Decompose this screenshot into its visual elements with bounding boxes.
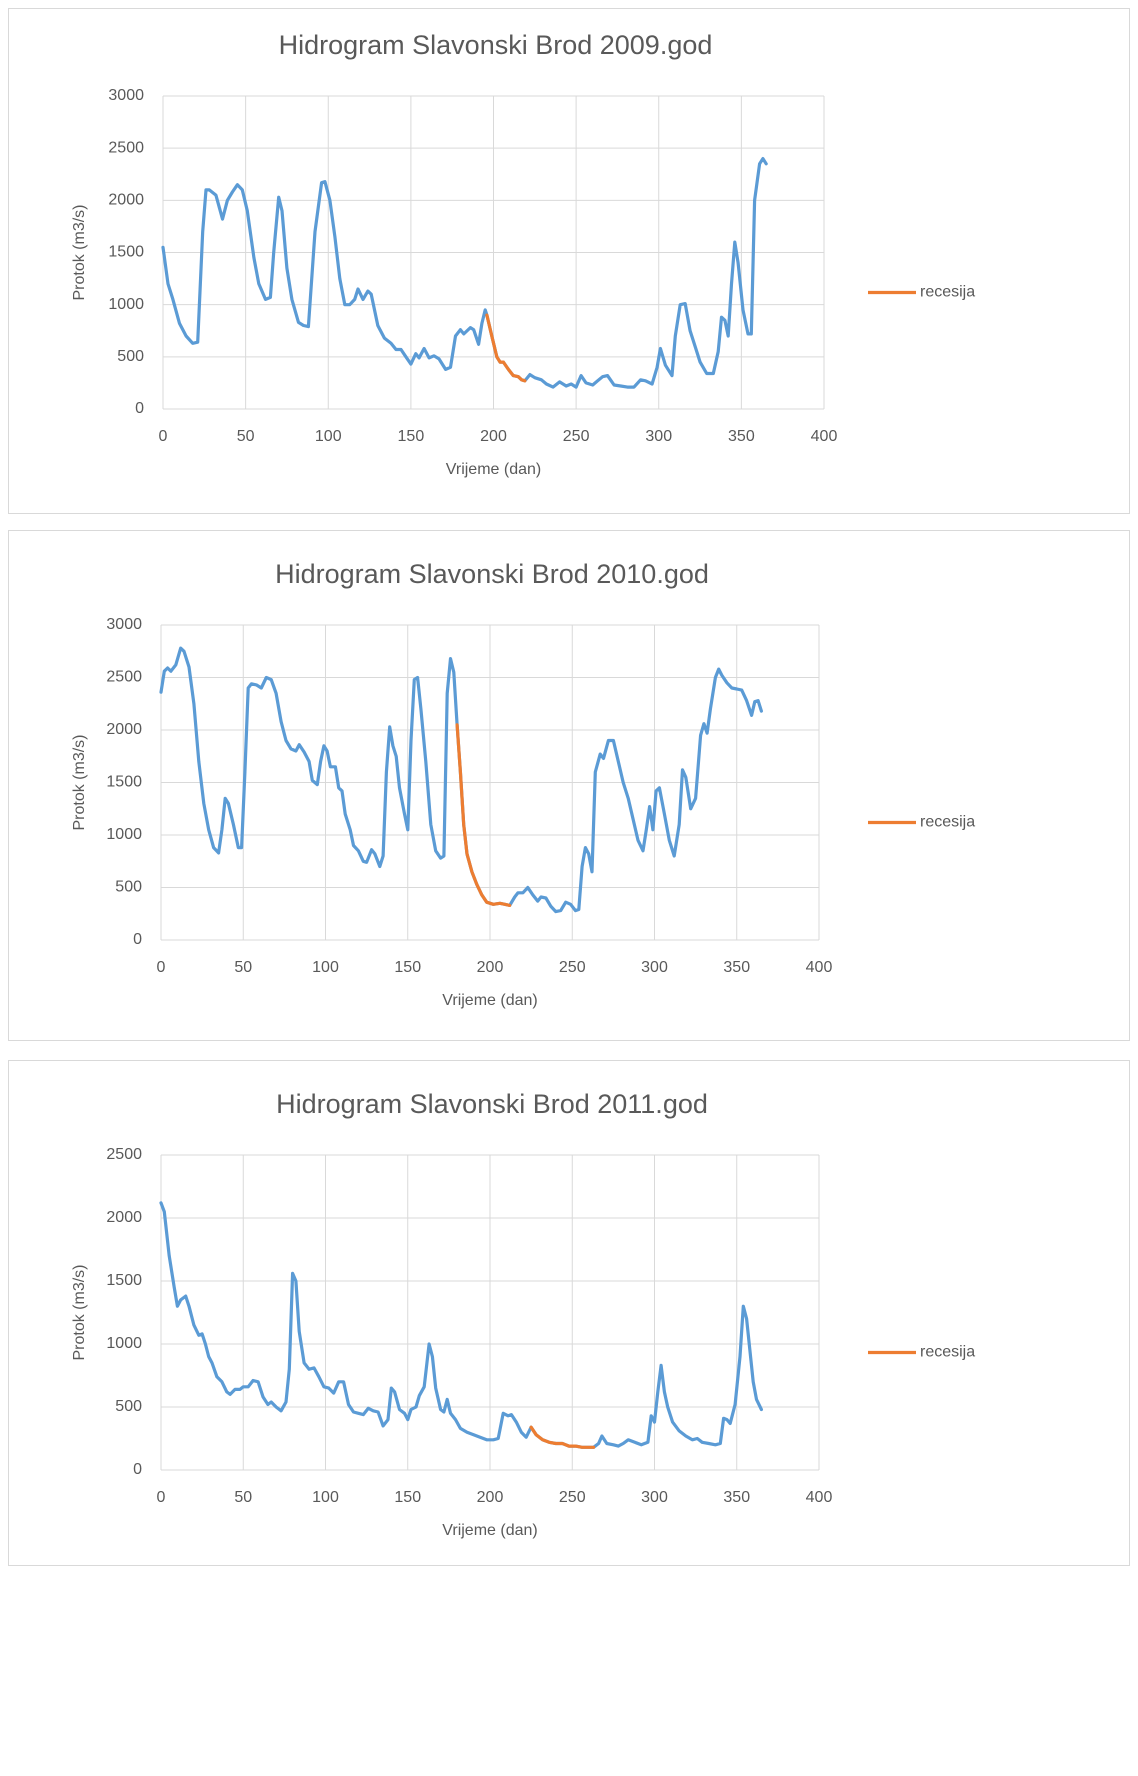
y-tick-label: 0: [133, 1461, 142, 1478]
chart-title: Hidrogram Slavonski Brod 2011.god: [276, 1089, 708, 1119]
x-tick-label: 350: [723, 1489, 750, 1506]
x-tick-label: 200: [480, 428, 507, 445]
x-tick-label: 0: [157, 959, 166, 976]
chart-frame: [8, 1060, 1130, 1566]
y-tick-label: 2000: [108, 192, 144, 209]
y-tick-label: 0: [133, 931, 142, 948]
x-tick-label: 400: [806, 959, 833, 976]
x-tick-label: 200: [477, 959, 504, 976]
y-axis-label: Protok (m3/s): [71, 1264, 88, 1360]
y-axis-label: Protok (m3/s): [71, 204, 88, 300]
x-tick-label: 100: [312, 959, 339, 976]
legend-label: recesija: [920, 814, 975, 831]
data-line: [455, 723, 512, 908]
x-tick-label: 150: [394, 959, 421, 976]
y-tick-label: 2500: [106, 669, 142, 686]
x-axis-label: Vrijeme (dan): [446, 461, 541, 478]
chart-title: Hidrogram Slavonski Brod 2009.god: [279, 30, 713, 60]
legend-label: recesija: [920, 284, 975, 301]
x-tick-label: 150: [398, 428, 425, 445]
y-tick-label: 1000: [106, 826, 142, 843]
chart: Hidrogram Slavonski Brod 2011.god0500100…: [8, 1060, 1130, 1566]
x-tick-label: 150: [394, 1489, 421, 1506]
chart: Hidrogram Slavonski Brod 2009.god0500100…: [8, 8, 1130, 514]
x-tick-label: 400: [811, 428, 838, 445]
y-tick-label: 3000: [106, 616, 142, 633]
x-tick-label: 300: [641, 1489, 668, 1506]
y-tick-label: 1000: [108, 296, 144, 313]
x-tick-label: 250: [559, 959, 586, 976]
x-tick-label: 200: [477, 1489, 504, 1506]
data-line: [529, 1425, 596, 1449]
data-line: [161, 157, 768, 389]
x-tick-label: 300: [645, 428, 672, 445]
x-tick-label: 0: [159, 428, 168, 445]
y-axis-label: Protok (m3/s): [71, 734, 88, 830]
x-axis-label: Vrijeme (dan): [442, 992, 537, 1009]
y-tick-label: 500: [115, 1398, 142, 1415]
y-tick-label: 2500: [108, 139, 144, 156]
x-tick-label: 250: [559, 1489, 586, 1506]
x-tick-label: 350: [723, 959, 750, 976]
y-tick-label: 1000: [106, 1335, 142, 1352]
y-tick-label: 500: [117, 348, 144, 365]
data-line: [485, 313, 527, 383]
y-tick-label: 1500: [108, 244, 144, 261]
y-tick-label: 2000: [106, 721, 142, 738]
x-tick-label: 350: [728, 428, 755, 445]
x-tick-label: 50: [234, 1489, 252, 1506]
x-tick-label: 50: [234, 959, 252, 976]
data-line: [159, 1201, 764, 1449]
y-tick-label: 1500: [106, 774, 142, 791]
y-tick-label: 2000: [106, 1209, 142, 1226]
x-axis-label: Vrijeme (dan): [442, 1522, 537, 1539]
y-tick-label: 2500: [106, 1146, 142, 1163]
y-tick-label: 500: [115, 879, 142, 896]
x-tick-label: 300: [641, 959, 668, 976]
x-tick-label: 0: [157, 1489, 166, 1506]
y-tick-label: 3000: [108, 87, 144, 104]
y-tick-label: 1500: [106, 1272, 142, 1289]
x-tick-label: 100: [315, 428, 342, 445]
x-tick-label: 100: [312, 1489, 339, 1506]
y-tick-label: 0: [135, 400, 144, 417]
chart-title: Hidrogram Slavonski Brod 2010.god: [275, 559, 709, 589]
x-tick-label: 50: [237, 428, 255, 445]
chart-frame: [8, 530, 1130, 1041]
data-line: [159, 646, 764, 914]
chart-frame: [8, 8, 1130, 514]
x-tick-label: 400: [806, 1489, 833, 1506]
chart: Hidrogram Slavonski Brod 2010.god0500100…: [8, 530, 1130, 1041]
legend-label: recesija: [920, 1344, 975, 1361]
x-tick-label: 250: [563, 428, 590, 445]
